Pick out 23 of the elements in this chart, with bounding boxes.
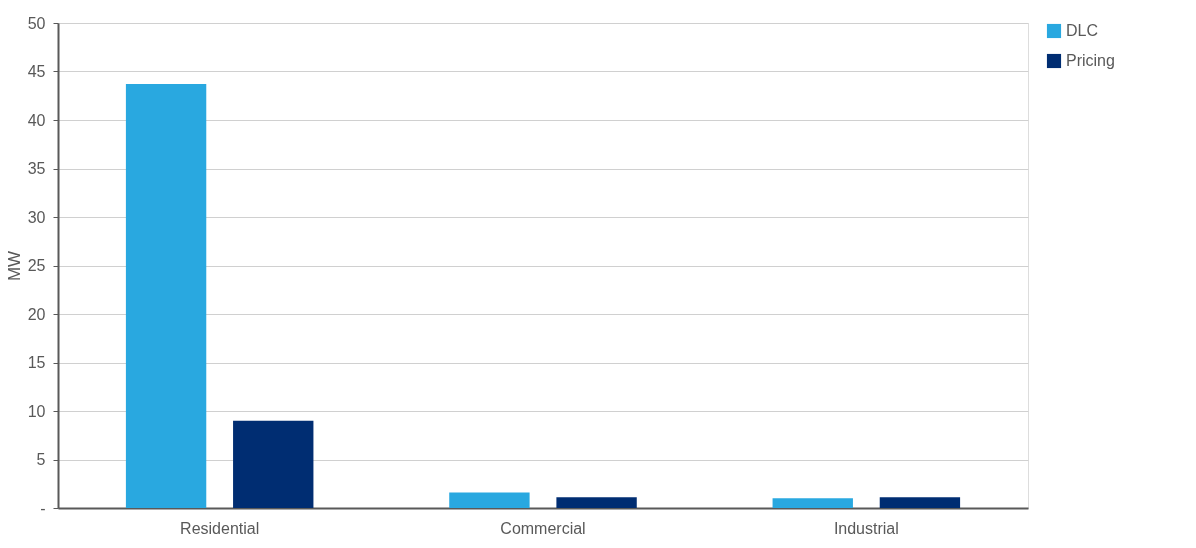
x-tick-label: Residential — [180, 519, 260, 537]
y-tick-label: 10 — [27, 402, 46, 420]
y-tick-label: - — [40, 499, 46, 517]
bar — [233, 420, 314, 508]
y-tick-label: 30 — [27, 208, 46, 226]
y-tick-label: 15 — [27, 354, 46, 371]
y-tick-label: 20 — [27, 305, 46, 323]
bar — [449, 492, 530, 508]
y-tick-label: 50 — [27, 14, 46, 32]
y-tick-label: 25 — [27, 257, 46, 274]
y-tick-label: 40 — [27, 111, 46, 129]
legend-label: Pricing — [1066, 52, 1115, 69]
legend-label: DLC — [1066, 22, 1099, 39]
bar — [125, 84, 207, 508]
y-tick-label: 35 — [27, 160, 46, 177]
y-axis-title: MW — [4, 250, 24, 282]
y-tick-label: 45 — [27, 63, 46, 80]
x-tick-label: Commercial — [500, 519, 586, 537]
bar — [772, 498, 853, 508]
bar — [556, 497, 637, 508]
bar — [879, 497, 961, 508]
x-tick-label: Industrial — [833, 519, 899, 537]
y-tick-label: 5 — [36, 451, 46, 468]
